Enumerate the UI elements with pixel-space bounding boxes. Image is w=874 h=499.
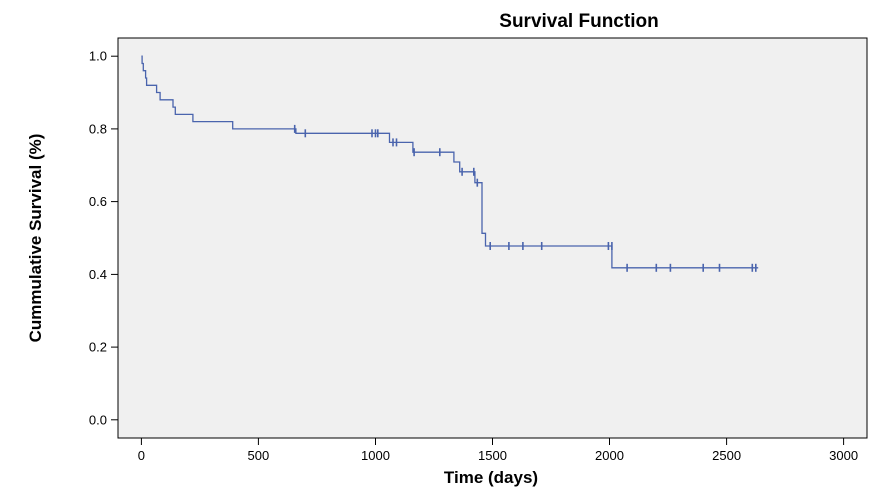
plot-area xyxy=(117,37,868,439)
y-axis: 0.0 0.2 0.4 0.6 0.8 1.0 xyxy=(89,49,118,427)
y-tick-label: 0.6 xyxy=(89,194,107,209)
x-tick-label: 2500 xyxy=(712,448,741,463)
y-tick-label: 0.2 xyxy=(89,340,107,355)
x-tick-label: 3000 xyxy=(829,448,858,463)
x-tick-label: 2000 xyxy=(595,448,624,463)
x-axis: 0 500 1000 1500 2000 2500 3000 xyxy=(138,438,858,463)
censored-markers xyxy=(293,124,757,272)
chart-title: Survival Function xyxy=(499,11,658,32)
survival-curve xyxy=(141,55,759,269)
x-tick-label: 1500 xyxy=(478,448,507,463)
y-tick-label: 0.8 xyxy=(89,121,107,136)
y-axis-label: Cummulative Survival (%) xyxy=(26,134,45,343)
x-tick-label: 1000 xyxy=(361,448,390,463)
y-tick-label: 0.0 xyxy=(89,412,107,427)
x-tick-label: 0 xyxy=(138,448,145,463)
y-tick-label: 0.4 xyxy=(89,267,107,282)
y-tick-label: 1.0 xyxy=(89,49,107,64)
x-axis-label: Time (days) xyxy=(444,468,538,487)
x-tick-label: 500 xyxy=(248,448,270,463)
